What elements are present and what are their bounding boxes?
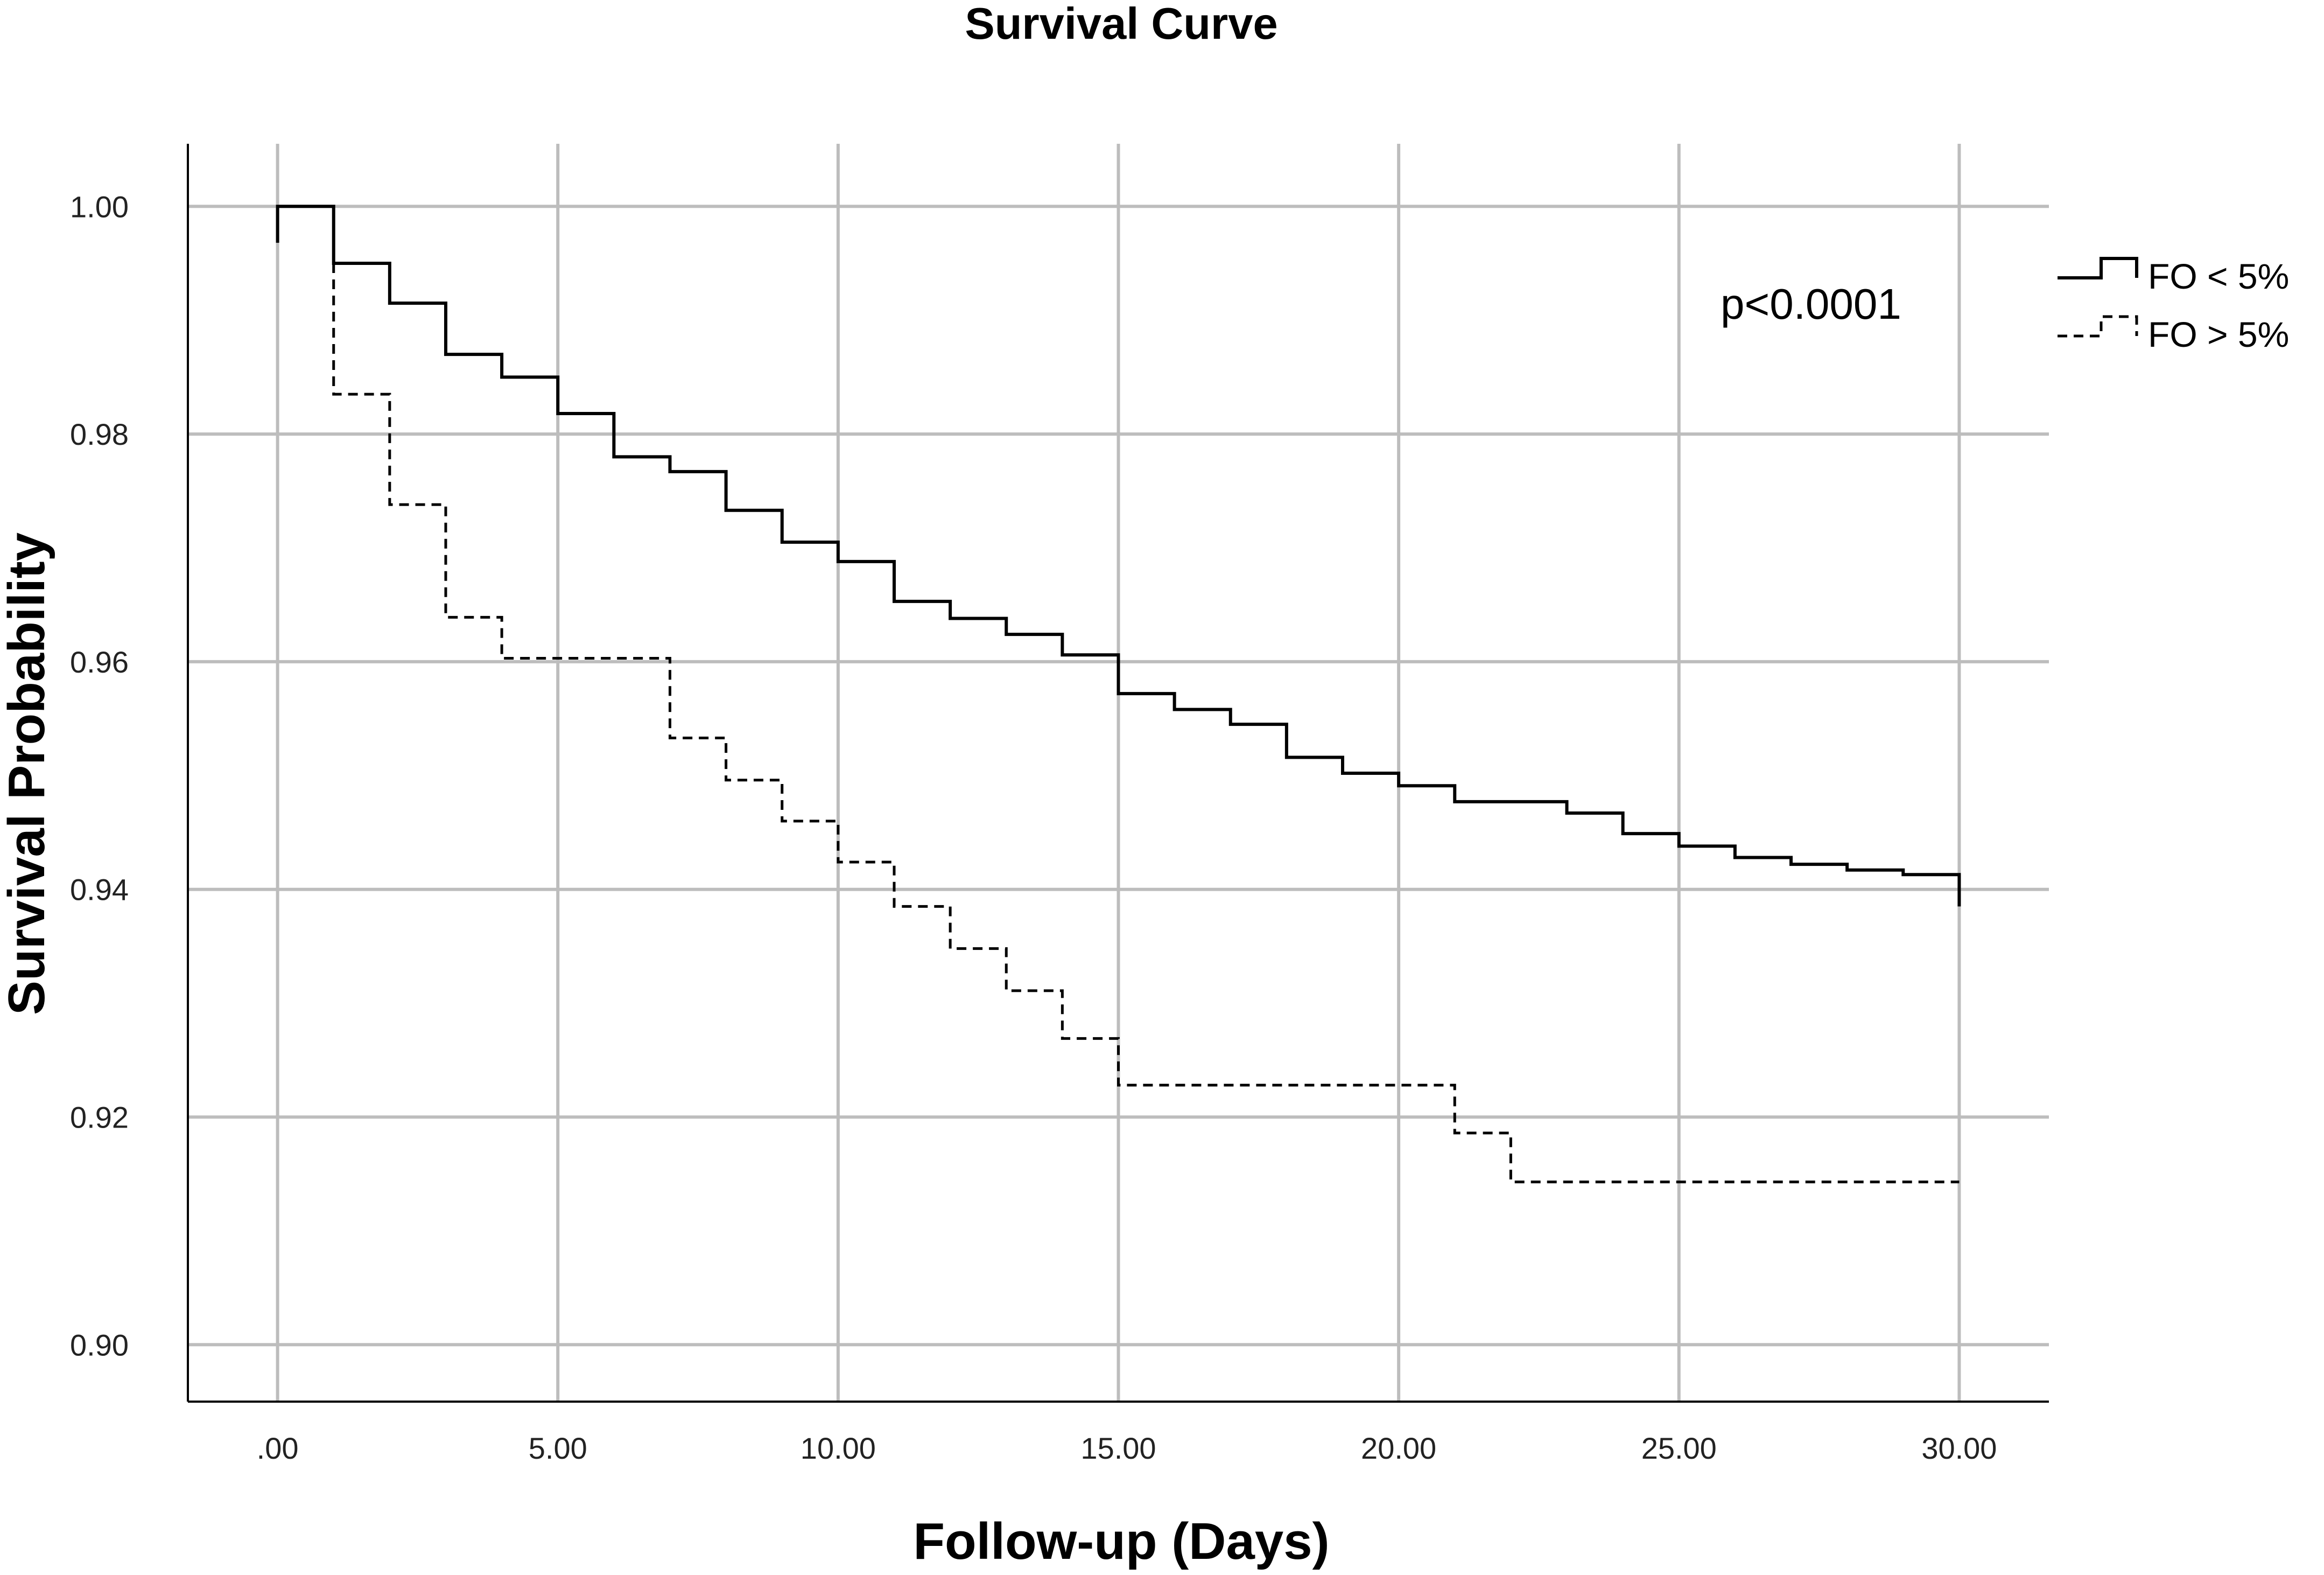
x-tick-label: 30.00 <box>1921 1431 1997 1465</box>
x-tick-label: 5.00 <box>529 1431 587 1465</box>
curve-fo-below-5 <box>276 205 1961 907</box>
p-value-annotation: p<0.0001 <box>1721 280 1901 328</box>
x-tick-label: 25.00 <box>1641 1431 1717 1465</box>
y-tick-label: 0.94 <box>70 873 129 907</box>
y-gridlines <box>188 205 2049 1347</box>
legend-symbol-solid <box>2058 257 2138 279</box>
legend-label-fo-above-5: FO > 5% <box>2148 314 2289 354</box>
x-axis-label: Follow-up (Days) <box>913 1513 1329 1570</box>
y-tick-label: 0.96 <box>70 645 129 679</box>
y-tick-label: 0.92 <box>70 1100 129 1134</box>
legend-label-fo-below-5: FO < 5% <box>2148 256 2289 296</box>
x-tick-label: .00 <box>257 1431 299 1465</box>
legend: FO < 5% FO > 5% <box>2058 256 2289 354</box>
curve-fo-above-5 <box>332 263 1960 1184</box>
x-tick-labels: .00 5.00 10.00 15.00 20.00 25.00 30.00 <box>257 1431 1997 1465</box>
y-tick-label: 0.90 <box>70 1328 129 1362</box>
x-tick-label: 10.00 <box>801 1431 876 1465</box>
y-tick-labels: 0.90 0.92 0.94 0.96 0.98 1.00 <box>70 190 129 1362</box>
legend-symbol-dashed <box>2058 315 2138 338</box>
y-tick-label: 0.98 <box>70 417 129 451</box>
x-tick-label: 15.00 <box>1080 1431 1156 1465</box>
x-tick-label: 20.00 <box>1361 1431 1436 1465</box>
chart-title: Survival Curve <box>965 0 1277 48</box>
x-gridlines <box>276 144 1961 1402</box>
y-tick-label: 1.00 <box>70 190 129 223</box>
y-axis-label: Survival Probability <box>0 533 55 1015</box>
